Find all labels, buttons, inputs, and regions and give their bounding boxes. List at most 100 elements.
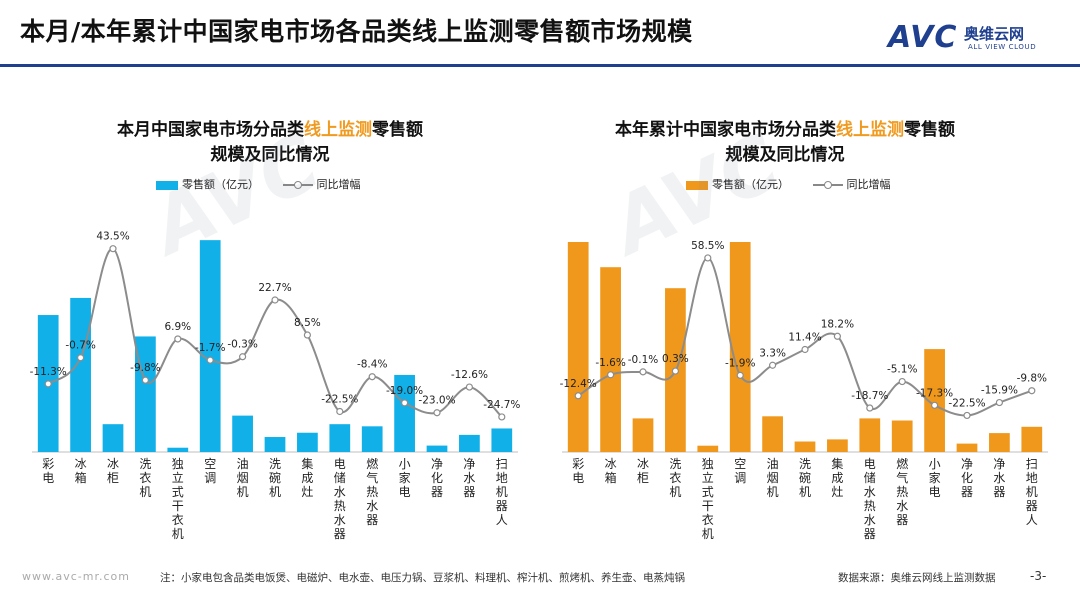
left-chart-yoy-label: -11.3%	[30, 366, 67, 378]
left-chart-yoy-point	[141, 376, 149, 384]
right-chart-category-label: 空调	[734, 457, 746, 485]
left-legend-bar-label: 零售额（亿元）	[182, 178, 259, 191]
left-chart-yoy-point	[433, 409, 441, 417]
left-chart-yoy-point	[206, 356, 214, 364]
left-chart-category-label: 空调	[204, 457, 216, 485]
left-chart-yoy-point	[174, 335, 182, 343]
left-chart-category-label: 扫地机器人	[496, 457, 508, 527]
logo-mark: AVC	[888, 20, 958, 55]
left-legend-bar-swatch	[156, 180, 178, 190]
right-chart-bar	[891, 420, 913, 452]
left-chart-yoy-label: -9.8%	[130, 362, 160, 374]
left-chart-yoy-label: -23.0%	[418, 395, 455, 407]
right-chart-yoy-point	[768, 361, 777, 369]
right-legend-bar-label: 零售额（亿元）	[712, 178, 789, 191]
right-chart-yoy-label: 3.3%	[759, 347, 786, 359]
left-chart-title-highlight: 线上监测	[304, 120, 372, 140]
right-chart-yoy-label: -17.3%	[916, 387, 953, 399]
left-chart-category-label: 冰柜	[107, 457, 119, 485]
right-chart-category-label: 油烟机	[767, 457, 779, 499]
left-chart-yoy-label: -12.6%	[451, 369, 488, 381]
left-chart-legend: 零售额（亿元） 同比增幅	[156, 176, 361, 192]
left-chart-yoy-label: -0.3%	[227, 339, 257, 351]
left-chart-yoy-label: 43.5%	[96, 231, 129, 243]
left-chart-yoy-point	[498, 413, 506, 421]
left-chart-title-post: 零售额	[372, 120, 423, 140]
footer-note: 注：小家电包含品类电饭煲、电磁炉、电水壶、电压力锅、豆浆机、料理机、榨汁机、煎烤…	[160, 572, 685, 584]
left-chart-title-pre: 本月中国家电市场分品类	[117, 120, 304, 140]
left-chart-title-line2: 规模及同比情况	[210, 145, 330, 165]
avc-logo: AVC 奥维云网 ALL VIEW CLOUD	[888, 20, 1068, 56]
left-chart-yoy-line	[47, 247, 503, 418]
left-chart-bar	[361, 426, 383, 452]
right-chart-category-label: 集成灶	[831, 456, 843, 499]
right-chart-category-label: 电储水热水器	[864, 457, 876, 541]
left-chart-bar	[102, 424, 124, 452]
page-title: 本月/本年累计中国家电市场各品类线上监测零售额市场规模	[20, 17, 693, 46]
footer-url: www.avc-mr.com	[22, 570, 130, 583]
right-chart-title-line2: 规模及同比情况	[725, 145, 845, 165]
right-chart-bar	[859, 418, 881, 452]
left-chart-yoy-label: -19.0%	[386, 385, 423, 397]
left-chart-bar	[329, 424, 351, 452]
left-chart-yoy-point	[303, 331, 311, 339]
right-chart-yoy-point	[671, 367, 680, 375]
right-chart-category-label: 洗碗机	[799, 457, 811, 499]
right-chart-yoy-label: 11.4%	[788, 332, 821, 344]
left-chart-category-label: 净化器	[431, 457, 443, 499]
left-chart-category-label: 电储水热水器	[334, 457, 346, 541]
left-chart-bar	[459, 434, 480, 452]
left-chart-bar	[491, 428, 513, 452]
right-chart-yoy-label: -1.6%	[595, 357, 625, 369]
left-chart-yoy-point	[336, 407, 344, 416]
left-chart-yoy-label: 22.7%	[258, 282, 291, 294]
left-chart-yoy-point	[76, 354, 85, 362]
left-chart-yoy-point	[44, 380, 52, 388]
left-chart-bar	[394, 374, 415, 452]
left-chart-category-label: 净水器	[463, 457, 475, 499]
right-chart-yoy-point	[704, 254, 712, 262]
footer-source: 数据来源：奥维云网线上监测数据	[838, 572, 996, 584]
right-chart-category-label: 洗衣机	[669, 457, 681, 499]
right-chart-category-label: 燃气热水器	[896, 456, 908, 527]
left-chart-category-label: 油烟机	[237, 457, 249, 499]
right-chart-yoy-point	[1028, 387, 1036, 395]
right-legend-bar-swatch	[686, 180, 708, 190]
right-chart-bar	[697, 445, 719, 452]
right-chart-category-label: 小家电	[929, 457, 941, 499]
left-chart-category-label: 洗碗机	[269, 457, 281, 499]
right-legend-line-symbol	[812, 180, 843, 190]
left-chart-yoy-point	[109, 245, 117, 253]
right-chart-category-label: 净化器	[961, 457, 973, 499]
right-chart-yoy-label: -12.4%	[560, 378, 597, 390]
page-number: -3-	[1030, 569, 1047, 583]
right-chart-yoy-point	[574, 392, 582, 400]
left-chart-category-label: 集成灶	[301, 456, 313, 499]
right-chart-bar	[1021, 426, 1043, 452]
right-chart-bar	[632, 418, 654, 452]
right-chart-bar	[600, 267, 621, 452]
logo-en-text: ALL VIEW CLOUD	[968, 43, 1037, 51]
right-chart-category-label: 扫地机器人	[1026, 457, 1038, 527]
left-chart-yoy-point	[271, 296, 279, 304]
left-chart-bar	[264, 437, 286, 452]
left-chart-yoy-label: -0.7%	[65, 340, 95, 352]
left-chart-title: 本月中国家电市场分品类线上监测零售额 规模及同比情况	[20, 118, 520, 168]
logo-cn-text: 奥维云网	[964, 25, 1025, 43]
right-chart-bar	[956, 443, 978, 452]
right-chart-yoy-label: -0.1%	[628, 354, 658, 366]
right-chart-yoy-point	[639, 368, 647, 376]
right-chart-category-label: 冰柜	[637, 457, 649, 485]
left-chart-yoy-label: -1.7%	[195, 342, 225, 354]
right-chart-yoy-label: 18.2%	[821, 318, 854, 330]
right-chart-bar	[567, 242, 589, 452]
right-chart-yoy-label: 58.5%	[691, 240, 724, 252]
right-chart-category-label: 冰箱	[605, 457, 617, 485]
left-chart-yoy-point	[368, 373, 376, 381]
right-legend-line-label: 同比增幅	[846, 178, 891, 191]
right-chart-yoy-label: -22.5%	[948, 397, 985, 409]
right-chart-title-highlight: 线上监测	[836, 120, 904, 140]
right-chart-yoy-label: -5.1%	[887, 364, 917, 376]
left-chart-bar	[426, 445, 448, 452]
